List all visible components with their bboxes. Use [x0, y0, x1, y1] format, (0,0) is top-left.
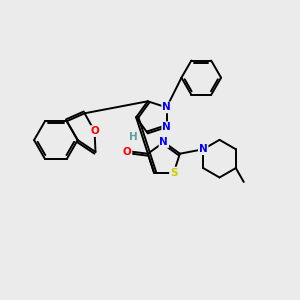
Text: N: N	[199, 144, 208, 154]
Text: N: N	[162, 102, 171, 112]
Text: O: O	[90, 126, 99, 136]
Text: S: S	[170, 167, 178, 178]
Text: O: O	[123, 147, 131, 157]
Text: H: H	[129, 132, 137, 142]
Text: N: N	[162, 122, 171, 132]
Text: N: N	[160, 137, 168, 147]
